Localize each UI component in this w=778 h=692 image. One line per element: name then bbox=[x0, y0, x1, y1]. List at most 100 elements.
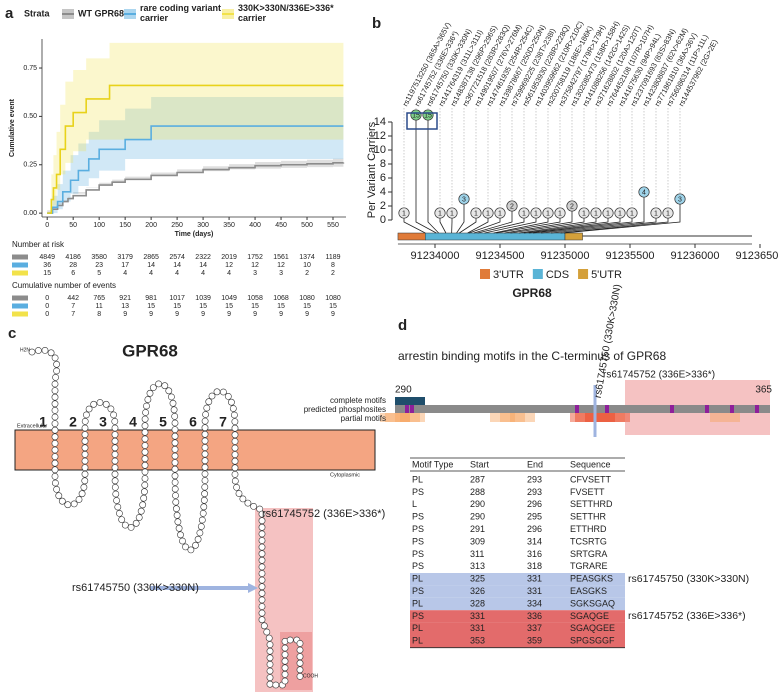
residue bbox=[28, 348, 36, 356]
table-cell: 293 bbox=[527, 474, 542, 484]
residue bbox=[113, 497, 120, 504]
table-cell: 12 bbox=[225, 262, 233, 269]
y-tick-label: 0.75 bbox=[23, 65, 37, 72]
table-cell: 1080 bbox=[299, 295, 315, 302]
residue bbox=[250, 502, 257, 510]
table-cell: 9 bbox=[123, 311, 127, 318]
stem bbox=[541, 197, 645, 234]
residue bbox=[141, 455, 149, 463]
x-tick-label: 550 bbox=[327, 222, 339, 229]
table-cell: 15 bbox=[277, 303, 285, 310]
table-cell: 287 bbox=[470, 474, 485, 484]
x-tick-label: 91235500 bbox=[606, 250, 655, 262]
residue bbox=[51, 380, 59, 388]
section-title: arrestin binding motifs in the C-terminu… bbox=[398, 349, 666, 363]
c-terminus: COOH bbox=[303, 673, 318, 679]
residue bbox=[172, 505, 180, 513]
table-cell: 296 bbox=[527, 524, 542, 534]
table-cell: SETTHR bbox=[570, 512, 607, 522]
residue bbox=[141, 468, 149, 476]
table-cell: 4 bbox=[175, 270, 179, 277]
table-cell: 15 bbox=[225, 303, 233, 310]
variant-count: 1 bbox=[630, 210, 634, 217]
n-terminus: H2N bbox=[20, 347, 30, 353]
table-cell: 9 bbox=[175, 311, 179, 318]
residue bbox=[266, 654, 274, 662]
table-cell: 331 bbox=[470, 623, 485, 633]
table-cell: PL bbox=[412, 623, 423, 633]
x-tick-label: 150 bbox=[119, 222, 131, 229]
table-cell: 3580 bbox=[91, 254, 107, 261]
table-cell: CFVSETT bbox=[570, 474, 612, 484]
table-cell: PS bbox=[412, 512, 424, 522]
helix-label: 1 bbox=[39, 414, 47, 430]
residue bbox=[172, 492, 179, 499]
residue bbox=[171, 478, 179, 486]
residue bbox=[260, 622, 268, 630]
partial-motif bbox=[710, 413, 740, 422]
residue bbox=[78, 490, 86, 498]
residue bbox=[258, 537, 266, 544]
panel-label: d bbox=[398, 317, 407, 334]
residue bbox=[213, 388, 221, 396]
strata-swatch bbox=[12, 303, 28, 309]
residue bbox=[296, 646, 304, 654]
table-cell: 9 bbox=[279, 311, 283, 318]
variant-count: 1 bbox=[582, 210, 586, 217]
x-tick-label: 91236000 bbox=[671, 250, 720, 262]
membrane bbox=[14, 429, 376, 471]
table-cell: 3179 bbox=[117, 254, 133, 261]
residue bbox=[161, 382, 169, 390]
strata-swatch bbox=[12, 270, 28, 276]
residue bbox=[201, 483, 209, 491]
y-tick-label: 0.25 bbox=[23, 162, 37, 169]
partial-motif bbox=[570, 413, 600, 422]
residue bbox=[201, 470, 209, 478]
table-cell: L bbox=[412, 499, 417, 509]
residue bbox=[201, 477, 209, 484]
table-cell: 2 bbox=[331, 270, 335, 277]
residue bbox=[231, 464, 239, 472]
table-cell: 314 bbox=[527, 536, 542, 546]
residue bbox=[202, 411, 209, 418]
residue bbox=[81, 450, 89, 458]
residue bbox=[165, 387, 173, 395]
table-cell: 290 bbox=[470, 499, 485, 509]
stem bbox=[439, 218, 447, 234]
partial-motif bbox=[510, 413, 535, 422]
table-cell: 981 bbox=[145, 295, 157, 302]
variant-count: 1 bbox=[594, 210, 598, 217]
variant-marker bbox=[626, 207, 638, 219]
table-cell: 288 bbox=[470, 487, 485, 497]
table-cell: 9 bbox=[227, 311, 231, 318]
x-tick-label: 450 bbox=[275, 222, 287, 229]
table-cell: 293 bbox=[527, 487, 542, 497]
cytoplasmic-label: Cytoplasmic bbox=[330, 472, 360, 478]
residue bbox=[208, 392, 216, 400]
residue bbox=[83, 411, 90, 419]
partial-motif bbox=[585, 413, 615, 422]
partial-motif bbox=[395, 413, 420, 422]
panel-label: a bbox=[5, 5, 14, 22]
residue bbox=[296, 640, 304, 647]
residue bbox=[258, 550, 266, 558]
residue bbox=[171, 432, 179, 440]
table-cell: 331 bbox=[527, 586, 542, 596]
residue bbox=[51, 400, 59, 408]
residue bbox=[111, 483, 119, 491]
residue bbox=[102, 400, 110, 408]
stem bbox=[493, 218, 549, 234]
residue bbox=[296, 666, 304, 674]
x-tick-label: 200 bbox=[145, 222, 157, 229]
residue bbox=[132, 519, 140, 527]
residue bbox=[173, 511, 181, 519]
residue bbox=[182, 543, 189, 551]
residue bbox=[266, 661, 274, 668]
x-tick-label: 350 bbox=[223, 222, 235, 229]
table-cell: 328 bbox=[470, 598, 485, 608]
row-highlight bbox=[410, 610, 625, 623]
stem bbox=[484, 218, 537, 234]
table-cell: 14 bbox=[199, 262, 207, 269]
residue bbox=[171, 412, 179, 420]
